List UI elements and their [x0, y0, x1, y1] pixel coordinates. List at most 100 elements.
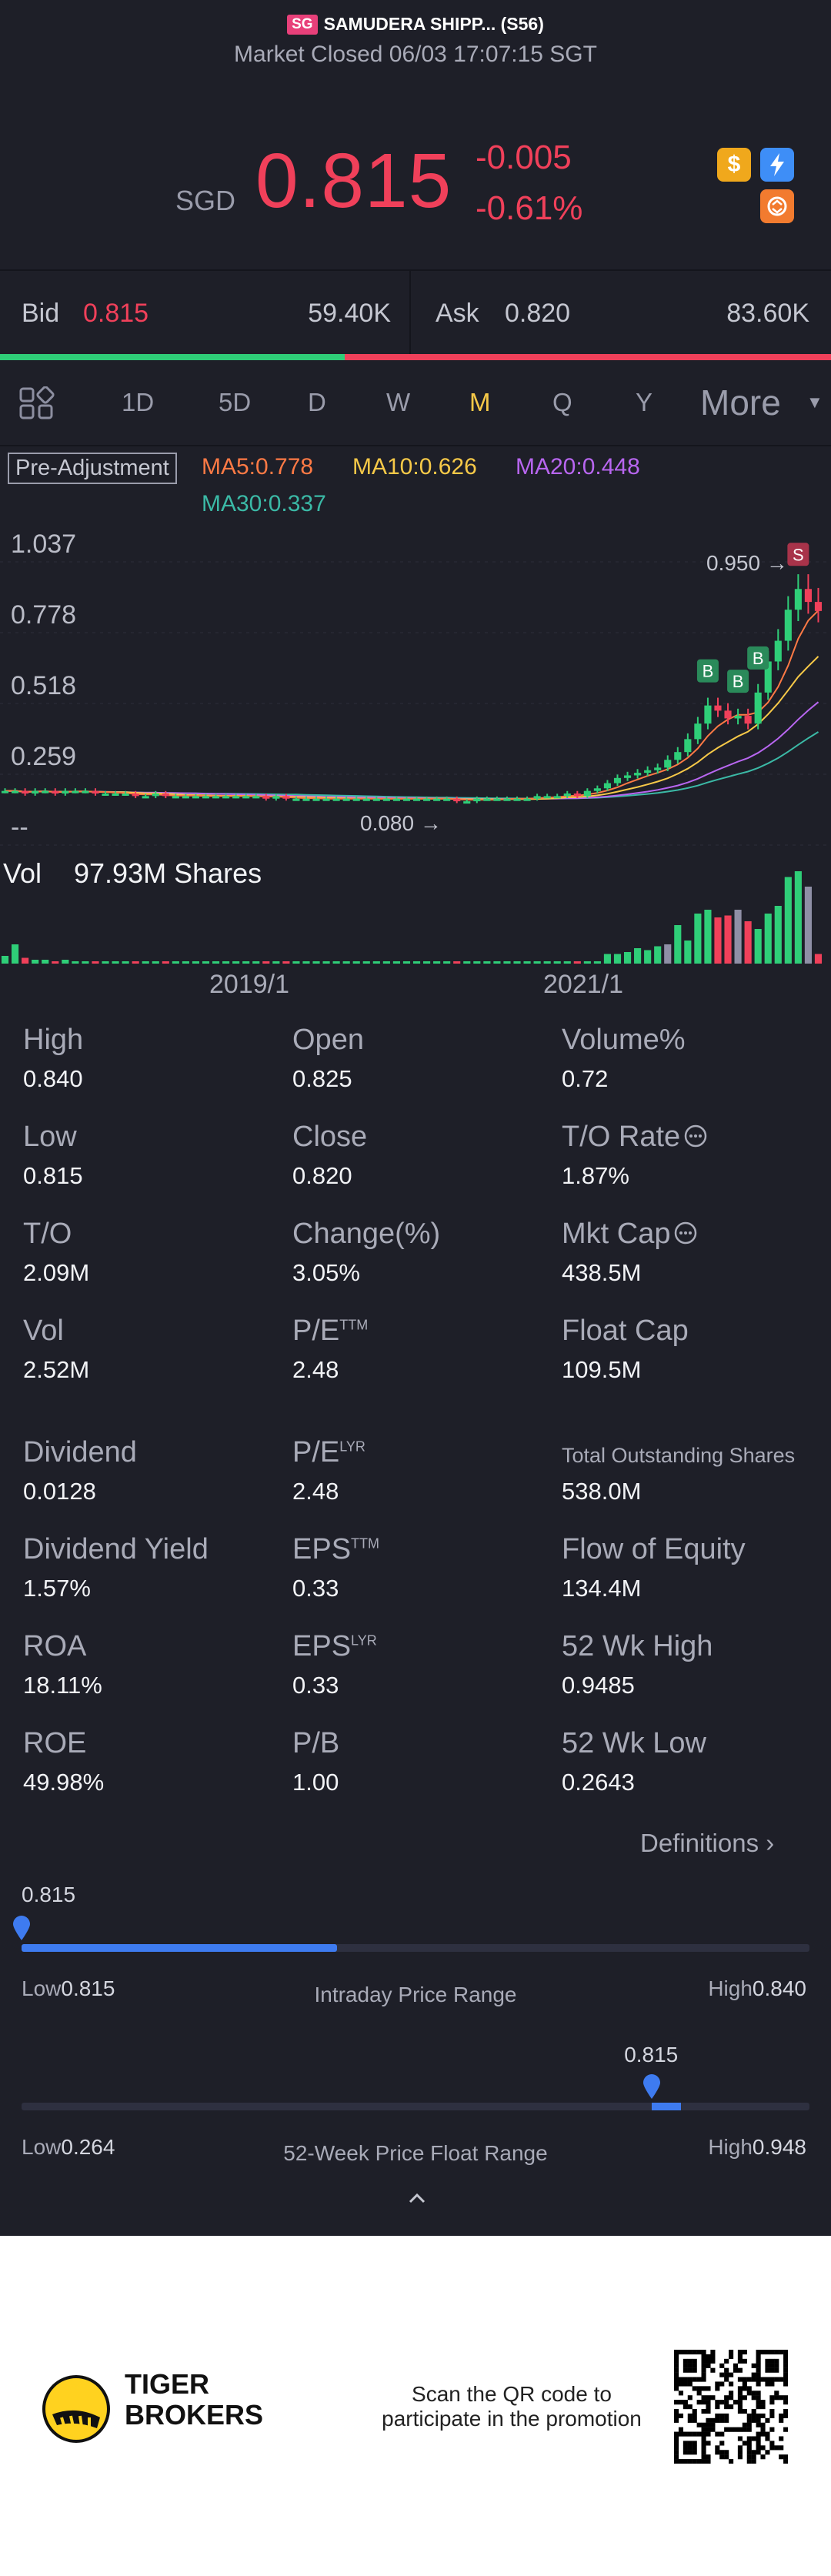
qr-module — [687, 2445, 692, 2451]
ticker-title[interactable]: SG SAMUDERA SHIPP... (S56) — [0, 14, 831, 35]
volume-bar — [784, 877, 792, 964]
trade-mark-label: S — [793, 545, 804, 564]
qr-module — [746, 2450, 752, 2455]
week52-high-label: High — [708, 2135, 753, 2159]
intraday-title: Intraday Price Range — [314, 1983, 517, 2006]
qr-module — [783, 2408, 789, 2414]
qr-module — [783, 2372, 789, 2377]
tab-d[interactable]: D — [308, 388, 326, 416]
tab-5d[interactable]: 5D — [219, 388, 252, 416]
divider — [0, 269, 831, 271]
qr-module — [687, 2441, 692, 2446]
metric-label: High — [23, 1024, 84, 1056]
qr-module — [710, 2350, 716, 2355]
qr-module — [724, 2427, 729, 2432]
metric-value: 18.11% — [23, 1672, 102, 1699]
qr-module — [751, 2408, 756, 2414]
metric-superscript: LYR — [351, 1632, 377, 1649]
buy-marker-icon[interactable]: B — [727, 670, 749, 693]
grid-layout-icon[interactable] — [18, 386, 55, 424]
qr-module — [706, 2427, 711, 2432]
collapse-chevron-icon[interactable] — [408, 2192, 426, 2208]
qr-module — [774, 2358, 779, 2364]
lightning-icon[interactable] — [760, 148, 794, 182]
tab-m[interactable]: M — [469, 388, 491, 416]
candle-body — [252, 796, 260, 799]
qr-module — [687, 2377, 692, 2382]
metric-value: 2.09M — [23, 1259, 90, 1286]
volume-bar — [573, 961, 581, 964]
qr-module — [701, 2358, 706, 2364]
qr-module — [724, 2417, 729, 2423]
x-tick-label: 2019/1 — [209, 970, 289, 999]
candle-body — [142, 796, 149, 799]
info-icon[interactable] — [680, 1121, 708, 1153]
tab-1d[interactable]: 1D — [122, 388, 155, 416]
candle-body — [493, 798, 501, 801]
tab-w[interactable]: W — [386, 388, 411, 416]
sell-marker-icon[interactable]: S — [787, 543, 809, 566]
qr-module — [719, 2431, 725, 2437]
metric-value: 1.87% — [562, 1162, 629, 1189]
qr-module — [760, 2400, 766, 2405]
qr-module — [719, 2441, 725, 2446]
candle-body — [513, 798, 521, 801]
qr-code[interactable] — [674, 2350, 789, 2467]
tab-y[interactable]: Y — [636, 388, 653, 416]
qr-module — [779, 2417, 784, 2423]
candle-body — [483, 798, 491, 801]
metric-label: Close — [292, 1121, 368, 1153]
tab-q[interactable]: Q — [552, 388, 572, 416]
metric-superscript: TTM — [351, 1535, 380, 1552]
volume-bar — [463, 961, 471, 964]
qr-module — [779, 2350, 784, 2355]
volume-bar — [664, 944, 672, 964]
volume-bar — [52, 961, 59, 964]
volume-bar — [82, 961, 89, 964]
qr-module — [692, 2350, 697, 2355]
definitions-link[interactable]: Definitions › — [640, 1829, 774, 1858]
qr-module — [769, 2358, 775, 2364]
metric-label: Open — [292, 1024, 364, 1056]
chevron-down-icon[interactable]: ▼ — [806, 393, 823, 412]
candle-body — [412, 798, 421, 801]
qr-module — [674, 2377, 679, 2382]
buy-marker-icon[interactable]: B — [747, 646, 769, 670]
qr-module — [783, 2459, 789, 2464]
qr-module — [737, 2436, 743, 2441]
tab-more[interactable]: More — [700, 383, 781, 423]
qr-module — [706, 2404, 711, 2410]
volume-bar — [282, 961, 290, 964]
volume-bar — [342, 961, 350, 964]
metric-value: 0.9485 — [562, 1672, 635, 1699]
candle-body — [433, 798, 441, 801]
qr-module — [692, 2358, 697, 2364]
bid-ask-panel[interactable]: Bid 0.815 59.40K Ask 0.820 83.60K — [0, 271, 831, 354]
volume-bar — [583, 961, 591, 964]
candle-body — [162, 794, 169, 797]
candle-body — [563, 794, 571, 797]
volume-bar — [142, 961, 149, 964]
info-icon[interactable] — [670, 1218, 698, 1250]
y-tick-label: 0.259 — [11, 742, 77, 771]
qr-module — [682, 2377, 688, 2382]
qr-module — [737, 2408, 743, 2414]
volume-bar — [322, 961, 330, 964]
buy-marker-icon[interactable]: B — [696, 659, 719, 683]
qr-module — [737, 2454, 743, 2460]
qr-module — [746, 2459, 752, 2464]
candle-body — [352, 798, 360, 801]
dollar-icon[interactable]: $ — [717, 148, 751, 182]
qr-module — [746, 2417, 752, 2423]
promo-footer: TIGER BROKERS Scan the QR code to partic… — [0, 2236, 831, 2576]
qr-module — [701, 2408, 706, 2414]
qr-module — [724, 2404, 729, 2410]
volume-bar — [22, 957, 29, 964]
exchange-icon[interactable] — [760, 189, 794, 223]
qr-module — [737, 2445, 743, 2451]
volume-bar — [62, 960, 69, 964]
pre-adjustment-toggle[interactable]: Pre-Adjustment — [8, 453, 177, 484]
qr-module — [678, 2427, 684, 2432]
